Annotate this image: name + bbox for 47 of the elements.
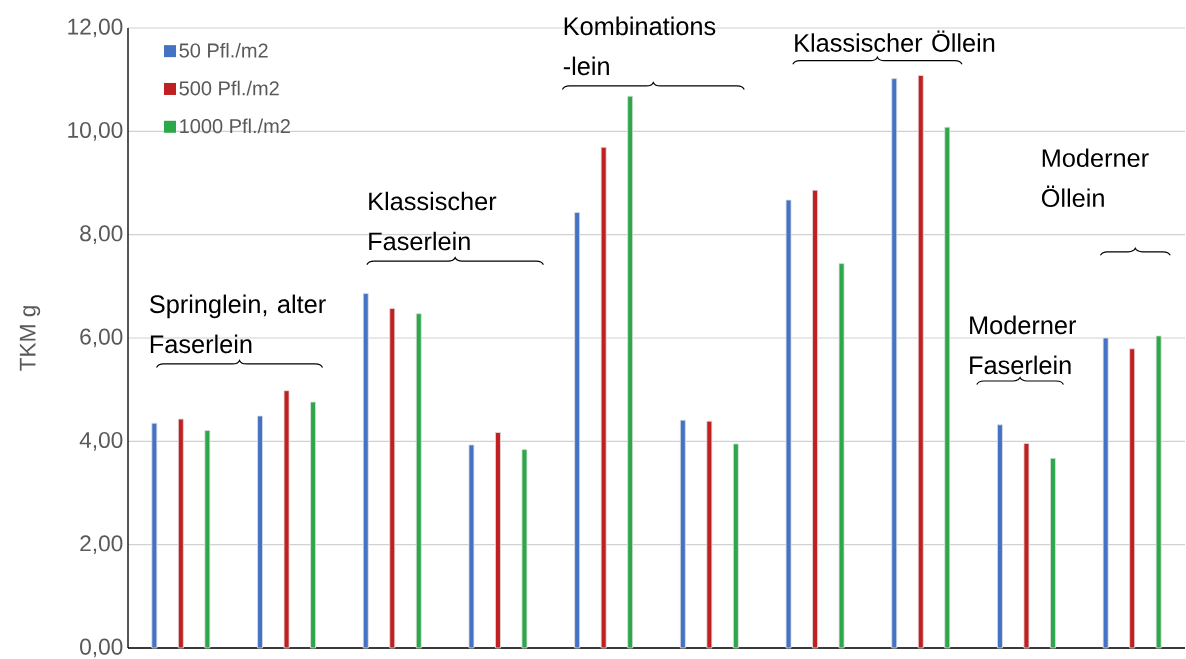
bar [891, 78, 898, 649]
bar [812, 189, 818, 649]
bar [177, 418, 184, 649]
bar [574, 212, 581, 649]
annotation: Kombinations -lein [563, 16, 716, 76]
y-tick-label: 6,00 [80, 328, 123, 348]
bar [1155, 335, 1162, 649]
bar [257, 415, 263, 649]
y-axis-title: TKM g [19, 306, 41, 371]
legend-label: 50 Pfl./m2 [179, 42, 268, 58]
bar [310, 401, 316, 649]
bar [679, 419, 686, 649]
bar [838, 263, 845, 649]
bar [917, 75, 924, 649]
y-tick-label: 2,00 [80, 535, 123, 555]
annotation: Klassischer Faserlein [369, 191, 497, 251]
y-tick-label: 12,00 [68, 18, 123, 38]
bar [1102, 337, 1109, 649]
bar [415, 313, 422, 649]
bar [600, 146, 607, 649]
bar [151, 422, 158, 649]
bar [627, 95, 634, 649]
bar [468, 444, 475, 649]
legend-label: 1000 Pfl./m2 [180, 118, 290, 134]
annotation: Moderner Öllein [1041, 148, 1149, 208]
bar [362, 293, 369, 649]
annotation: Moderner Faserlein [970, 315, 1077, 375]
bar [1050, 457, 1056, 649]
bar [944, 126, 951, 649]
bar [204, 430, 211, 649]
annotation: Springlein, alter Faserlein [149, 294, 326, 354]
y-tick-label: 0,00 [80, 638, 123, 658]
bar [1023, 442, 1030, 649]
bar [706, 420, 713, 649]
bar [1129, 348, 1136, 649]
annotation: Klassischer Öllein [795, 30, 995, 52]
y-tick-label: 10,00 [68, 121, 123, 141]
bar [521, 449, 528, 649]
y-tick-label: 4,00 [79, 431, 123, 451]
bar [283, 390, 290, 649]
bar [389, 308, 396, 649]
legend-label: 500 Pfl./m2 [179, 80, 279, 96]
bar [495, 432, 501, 649]
bar [785, 199, 792, 649]
bar [732, 443, 739, 649]
bar [997, 424, 1003, 649]
y-tick-label: 8,00 [80, 225, 123, 245]
